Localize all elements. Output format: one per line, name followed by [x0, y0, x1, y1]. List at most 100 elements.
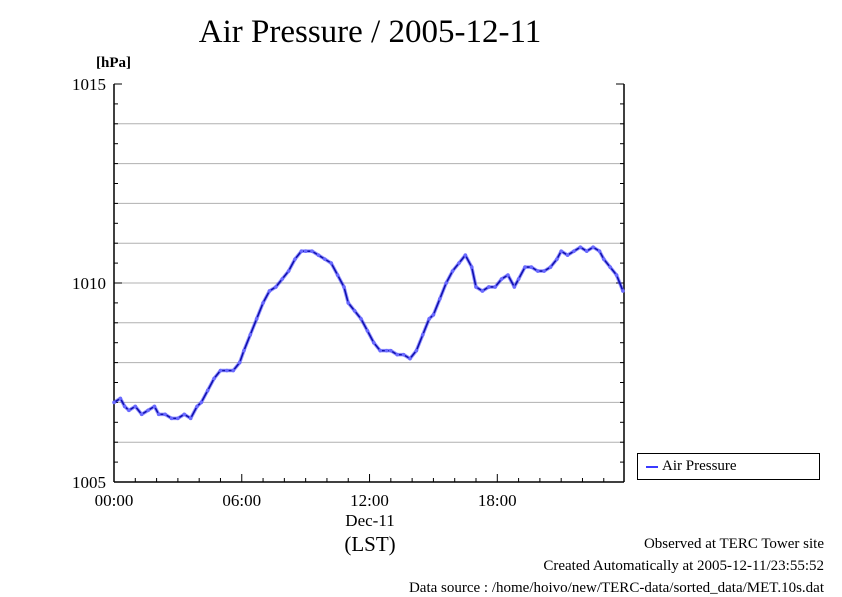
data-point	[133, 404, 138, 409]
data-point	[152, 404, 157, 409]
data-point	[329, 261, 334, 265]
x-axis-timezone-label: (LST)	[344, 532, 396, 556]
data-point	[286, 269, 291, 273]
data-point	[395, 352, 400, 357]
data-point	[212, 376, 216, 381]
data-point	[614, 273, 619, 277]
legend-label: Air Pressure	[662, 458, 737, 474]
data-point	[195, 404, 199, 409]
data-point	[431, 313, 436, 317]
data-point	[414, 348, 419, 353]
data-point	[408, 356, 412, 361]
data-point	[218, 368, 223, 373]
x-tick-label: 00:00	[95, 491, 134, 510]
data-point	[182, 412, 187, 417]
data-point	[450, 269, 455, 273]
data-point	[608, 265, 612, 269]
data-point	[523, 265, 527, 269]
y-tick-label: 1015	[72, 75, 106, 94]
y-axis-unit-label: [hPa]	[96, 55, 131, 71]
data-point	[463, 253, 468, 257]
series-line-air-pressure	[113, 246, 624, 420]
data-point	[342, 285, 346, 289]
data-point	[242, 348, 246, 353]
data-point	[231, 368, 236, 373]
x-tick-label: 18:00	[478, 491, 517, 510]
data-point	[529, 265, 534, 269]
data-point	[542, 269, 546, 273]
data-point	[480, 289, 485, 293]
data-point	[225, 368, 229, 373]
legend-swatch	[646, 466, 658, 468]
data-point	[601, 257, 606, 261]
data-point	[299, 249, 304, 253]
x-tick-label: 06:00	[222, 491, 261, 510]
data-point	[486, 285, 491, 289]
data-point	[506, 273, 510, 277]
data-point	[401, 352, 406, 357]
data-point	[261, 301, 265, 305]
data-point	[584, 249, 589, 253]
data-point	[621, 289, 625, 293]
footer-data-source: Data source : /home/hoivo/new/TERC-data/…	[408, 580, 824, 596]
data-point	[118, 396, 123, 401]
data-point	[365, 328, 370, 333]
data-point	[267, 289, 272, 293]
data-point	[499, 277, 504, 281]
data-point	[438, 297, 442, 301]
data-point	[122, 404, 127, 409]
x-axis-date-label: Dec-11	[345, 511, 395, 530]
y-tick-label: 1005	[72, 473, 106, 492]
data-point	[323, 257, 327, 261]
data-point	[371, 340, 376, 345]
data-point	[156, 412, 161, 417]
data-point	[578, 245, 583, 249]
data-point	[254, 317, 259, 321]
data-point	[591, 245, 595, 249]
data-point	[597, 249, 602, 253]
data-point	[112, 400, 116, 405]
data-point	[139, 412, 144, 417]
chart-title: Air Pressure / 2005-12-11	[198, 14, 542, 50]
data-point	[457, 261, 461, 265]
data-point	[548, 265, 553, 269]
data-point	[293, 257, 297, 261]
data-point	[335, 273, 340, 277]
data-point	[199, 400, 204, 405]
data-point	[469, 265, 474, 269]
data-point	[346, 301, 351, 305]
footer-observed: Observed at TERC Tower site	[643, 536, 824, 552]
data-point	[572, 249, 576, 253]
data-point	[176, 416, 180, 421]
data-point	[555, 257, 559, 261]
data-point	[444, 281, 448, 285]
data-point	[384, 348, 389, 353]
data-point	[565, 253, 570, 257]
data-point	[127, 408, 131, 413]
data-point	[516, 277, 521, 281]
x-tick-label: 12:00	[350, 491, 389, 510]
data-point	[378, 348, 382, 353]
data-point	[274, 285, 278, 289]
data-point	[303, 249, 308, 253]
data-point	[205, 388, 210, 393]
footer-created: Created Automatically at 2005-12-11/23:5…	[543, 558, 824, 574]
data-point	[389, 348, 393, 353]
data-point	[420, 332, 425, 337]
data-point	[163, 412, 167, 417]
data-point	[352, 309, 357, 313]
data-point	[559, 249, 563, 253]
data-point	[169, 416, 174, 421]
data-point	[316, 253, 321, 257]
data-point	[427, 317, 431, 321]
data-point	[280, 277, 285, 281]
data-point	[359, 317, 363, 321]
data-point	[146, 408, 150, 413]
chart-legend: Air Pressure	[637, 453, 820, 480]
data-point	[535, 269, 540, 273]
data-point	[474, 285, 478, 289]
data-point	[310, 249, 314, 253]
data-point	[493, 285, 497, 289]
y-tick-label: 1010	[72, 274, 106, 293]
